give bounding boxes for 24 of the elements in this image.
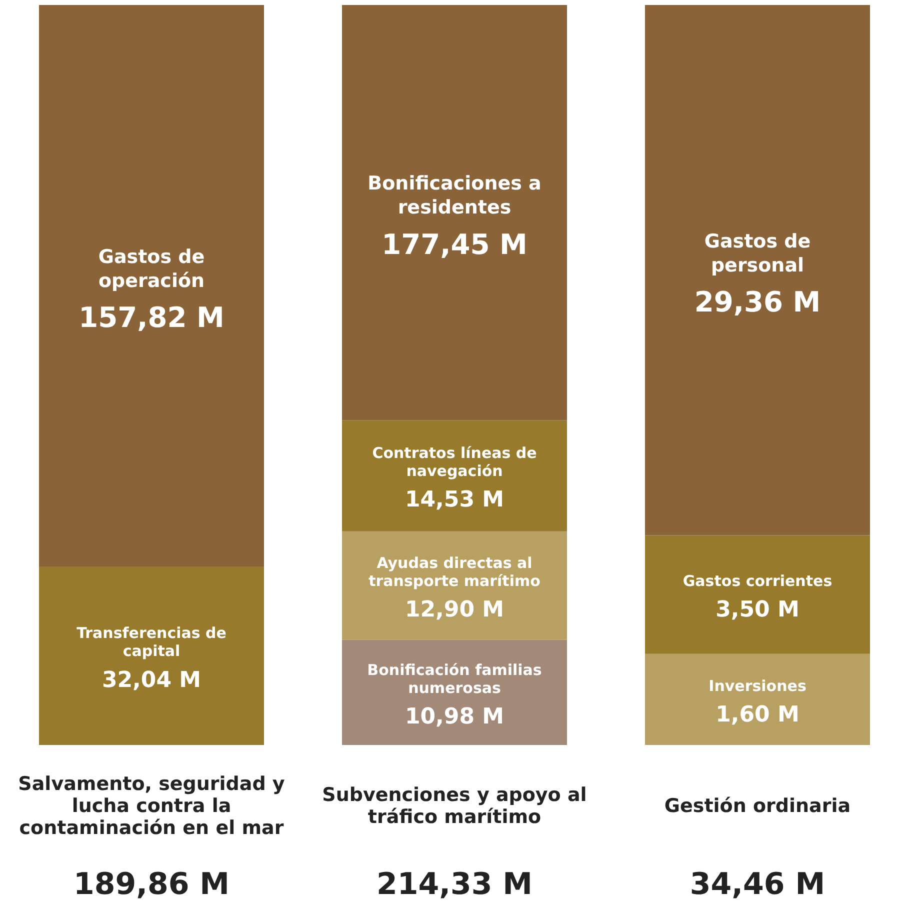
category-label: Subvenciones y apoyo al tráfico marítimo [321,783,588,830]
data-label: 177,45 M [382,228,528,261]
series-label: Bonificaciones a residentes [368,172,542,219]
data-label: 12,90 M [404,598,504,623]
data-label: 10,98 M [404,704,504,730]
data-label: 157,82 M [78,301,224,334]
series-label: Gastos de operación [98,246,205,292]
series-label: Gastos corrientes [682,572,832,590]
series-label: Ayudas directas al transporte marítimo [368,554,540,590]
category-label: Salvamento, seguridad y lucha contra la contaminación en el mar [17,772,286,841]
text: 34,46 M [690,867,826,902]
series-label: Transferencias de capital [76,624,226,660]
text: 189,86 M [73,867,230,902]
data-label: 1,60 M [716,702,800,728]
series-label: Gastos de personal [704,230,811,276]
text: 214,33 M [376,867,533,902]
data-label: 32,04 M [102,668,202,693]
data-label: 3,50 M [716,598,800,623]
series-label: Inversiones [708,676,806,695]
series-label: Bonificación familias numerosas [367,660,542,697]
category-label: Gestión ordinaria [663,794,852,819]
data-label: 14,53 M [404,488,504,513]
series-label: Contratos líneas de navegación [372,444,537,480]
data-label: 29,36 M [694,286,821,319]
